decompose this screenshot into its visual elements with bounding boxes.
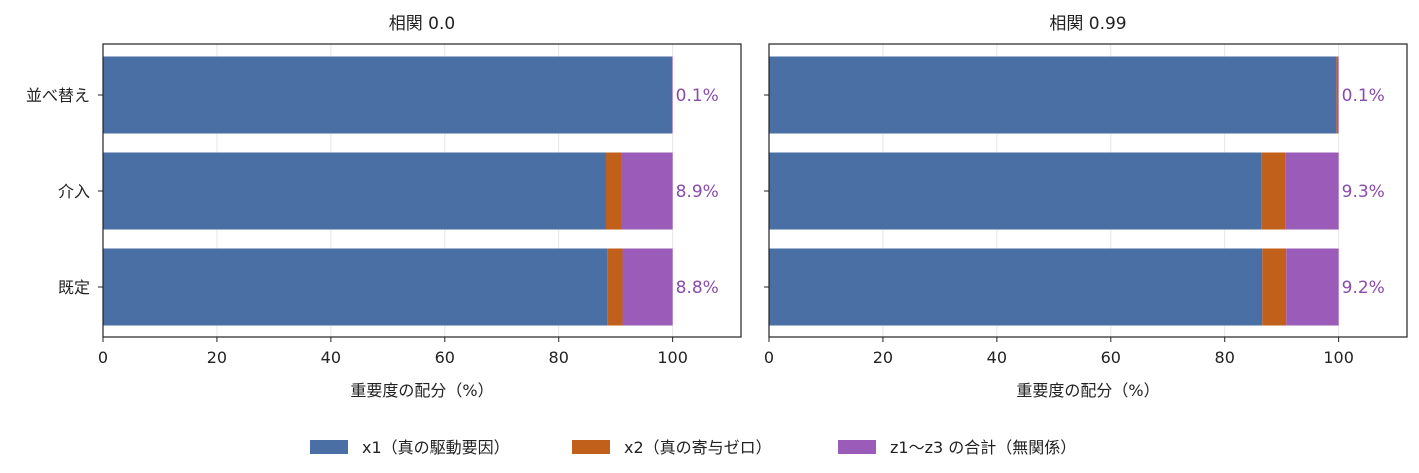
x-tick-label: 60 — [435, 348, 455, 367]
legend-label: x2（真の寄与ゼロ） — [624, 438, 772, 457]
legend-item: x2（真の寄与ゼロ） — [572, 438, 772, 457]
bar-annotation: 0.1% — [1342, 86, 1385, 106]
x-axis-label: 重要度の配分（%） — [1016, 381, 1159, 400]
y-tick-label: 介入 — [58, 182, 90, 201]
bar-annotation: 8.8% — [676, 278, 719, 298]
bar-segment — [1285, 152, 1339, 230]
bar-annotation: 0.1% — [676, 86, 719, 106]
bar-annotation: 8.9% — [676, 182, 719, 202]
legend-label: x1（真の駆動要因） — [362, 438, 510, 457]
bar-segment — [1336, 56, 1339, 134]
bar-annotation: 9.2% — [1342, 278, 1385, 298]
bar-segment — [103, 152, 606, 230]
x-tick-label: 20 — [207, 348, 227, 367]
legend-swatch — [310, 440, 348, 454]
axes-frame — [768, 43, 1408, 338]
bar-segment — [103, 56, 673, 134]
x-tick-label: 40 — [987, 348, 1007, 367]
x-tick-label: 100 — [657, 348, 688, 367]
x-tick-label: 60 — [1101, 348, 1121, 367]
legend-label: z1〜z3 の合計（無関係） — [890, 438, 1076, 457]
chart-panels: 相関 0.0 0.1% 並べ替え 8.9% 介入 8.8% 既定 0 20 40 60 80 100 重要… — [26, 14, 1408, 400]
chart-panel: 相関 0.0 0.1% 並べ替え 8.9% 介入 8.8% 既定 0 20 40 60 80 100 重要… — [26, 14, 742, 400]
legend-item: z1〜z3 の合計（無関係） — [838, 438, 1076, 457]
chart-panel: 相関 0.99 0.1% 9.3% 9.2% 0 20 40 60 80 100 重要度の配分（%） — [764, 14, 1408, 400]
y-tick-label: 並べ替え — [26, 86, 90, 105]
bar-segment — [103, 248, 608, 326]
bar-segment — [1286, 248, 1339, 326]
chart-title: 相関 0.99 — [1049, 14, 1126, 34]
legend-swatch — [572, 440, 610, 454]
x-axis-label: 重要度の配分（%） — [350, 381, 493, 400]
chart-title: 相関 0.0 — [389, 14, 455, 34]
bar-segment — [607, 248, 623, 326]
bar-segment — [769, 248, 1263, 326]
x-tick-label: 0 — [764, 348, 774, 367]
chart-legend: x1（真の駆動要因） x2（真の寄与ゼロ） z1〜z3 の合計（無関係） — [310, 438, 1076, 457]
axes-frame — [102, 43, 742, 338]
x-tick-label: 40 — [321, 348, 341, 367]
x-tick-label: 80 — [549, 348, 569, 367]
bar-segment — [621, 152, 673, 230]
legend-swatch — [838, 440, 876, 454]
bar-annotation: 9.3% — [1342, 182, 1385, 202]
y-tick-label: 既定 — [58, 278, 90, 297]
legend-item: x1（真の駆動要因） — [310, 438, 510, 457]
bar-segment — [672, 56, 673, 134]
bar-segment — [1338, 56, 1339, 134]
bar-segment — [769, 56, 1337, 134]
bar-segment — [769, 152, 1262, 230]
bar-segment — [622, 248, 673, 326]
bar-segment — [1261, 152, 1286, 230]
x-tick-label: 0 — [98, 348, 108, 367]
x-tick-label: 100 — [1323, 348, 1354, 367]
x-tick-label: 80 — [1215, 348, 1235, 367]
bar-segment — [1262, 248, 1287, 326]
bar-segment — [605, 152, 622, 230]
x-tick-label: 20 — [873, 348, 893, 367]
